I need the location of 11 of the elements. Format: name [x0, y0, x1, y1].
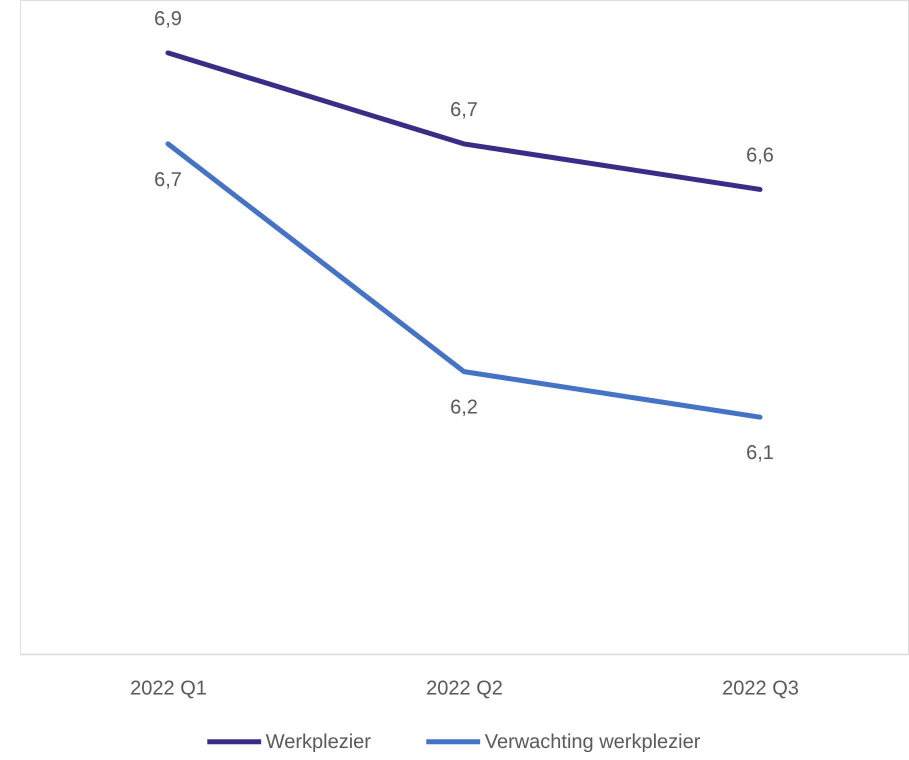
data-label: 6,7	[450, 98, 478, 121]
data-label: 6,1	[746, 442, 774, 464]
data-label: 6,9	[154, 8, 182, 30]
legend-label: Werkplezier	[266, 730, 372, 753]
legend-label: Verwachting werkplezier	[484, 730, 701, 753]
x-tick-label: 2022 Q2	[426, 678, 503, 700]
x-tick-label: 2022 Q1	[130, 678, 207, 700]
data-label: 6,7	[154, 168, 182, 191]
data-label: 6,2	[450, 396, 478, 419]
x-tick-label: 2022 Q3	[722, 678, 799, 700]
data-label: 6,6	[746, 144, 774, 166]
